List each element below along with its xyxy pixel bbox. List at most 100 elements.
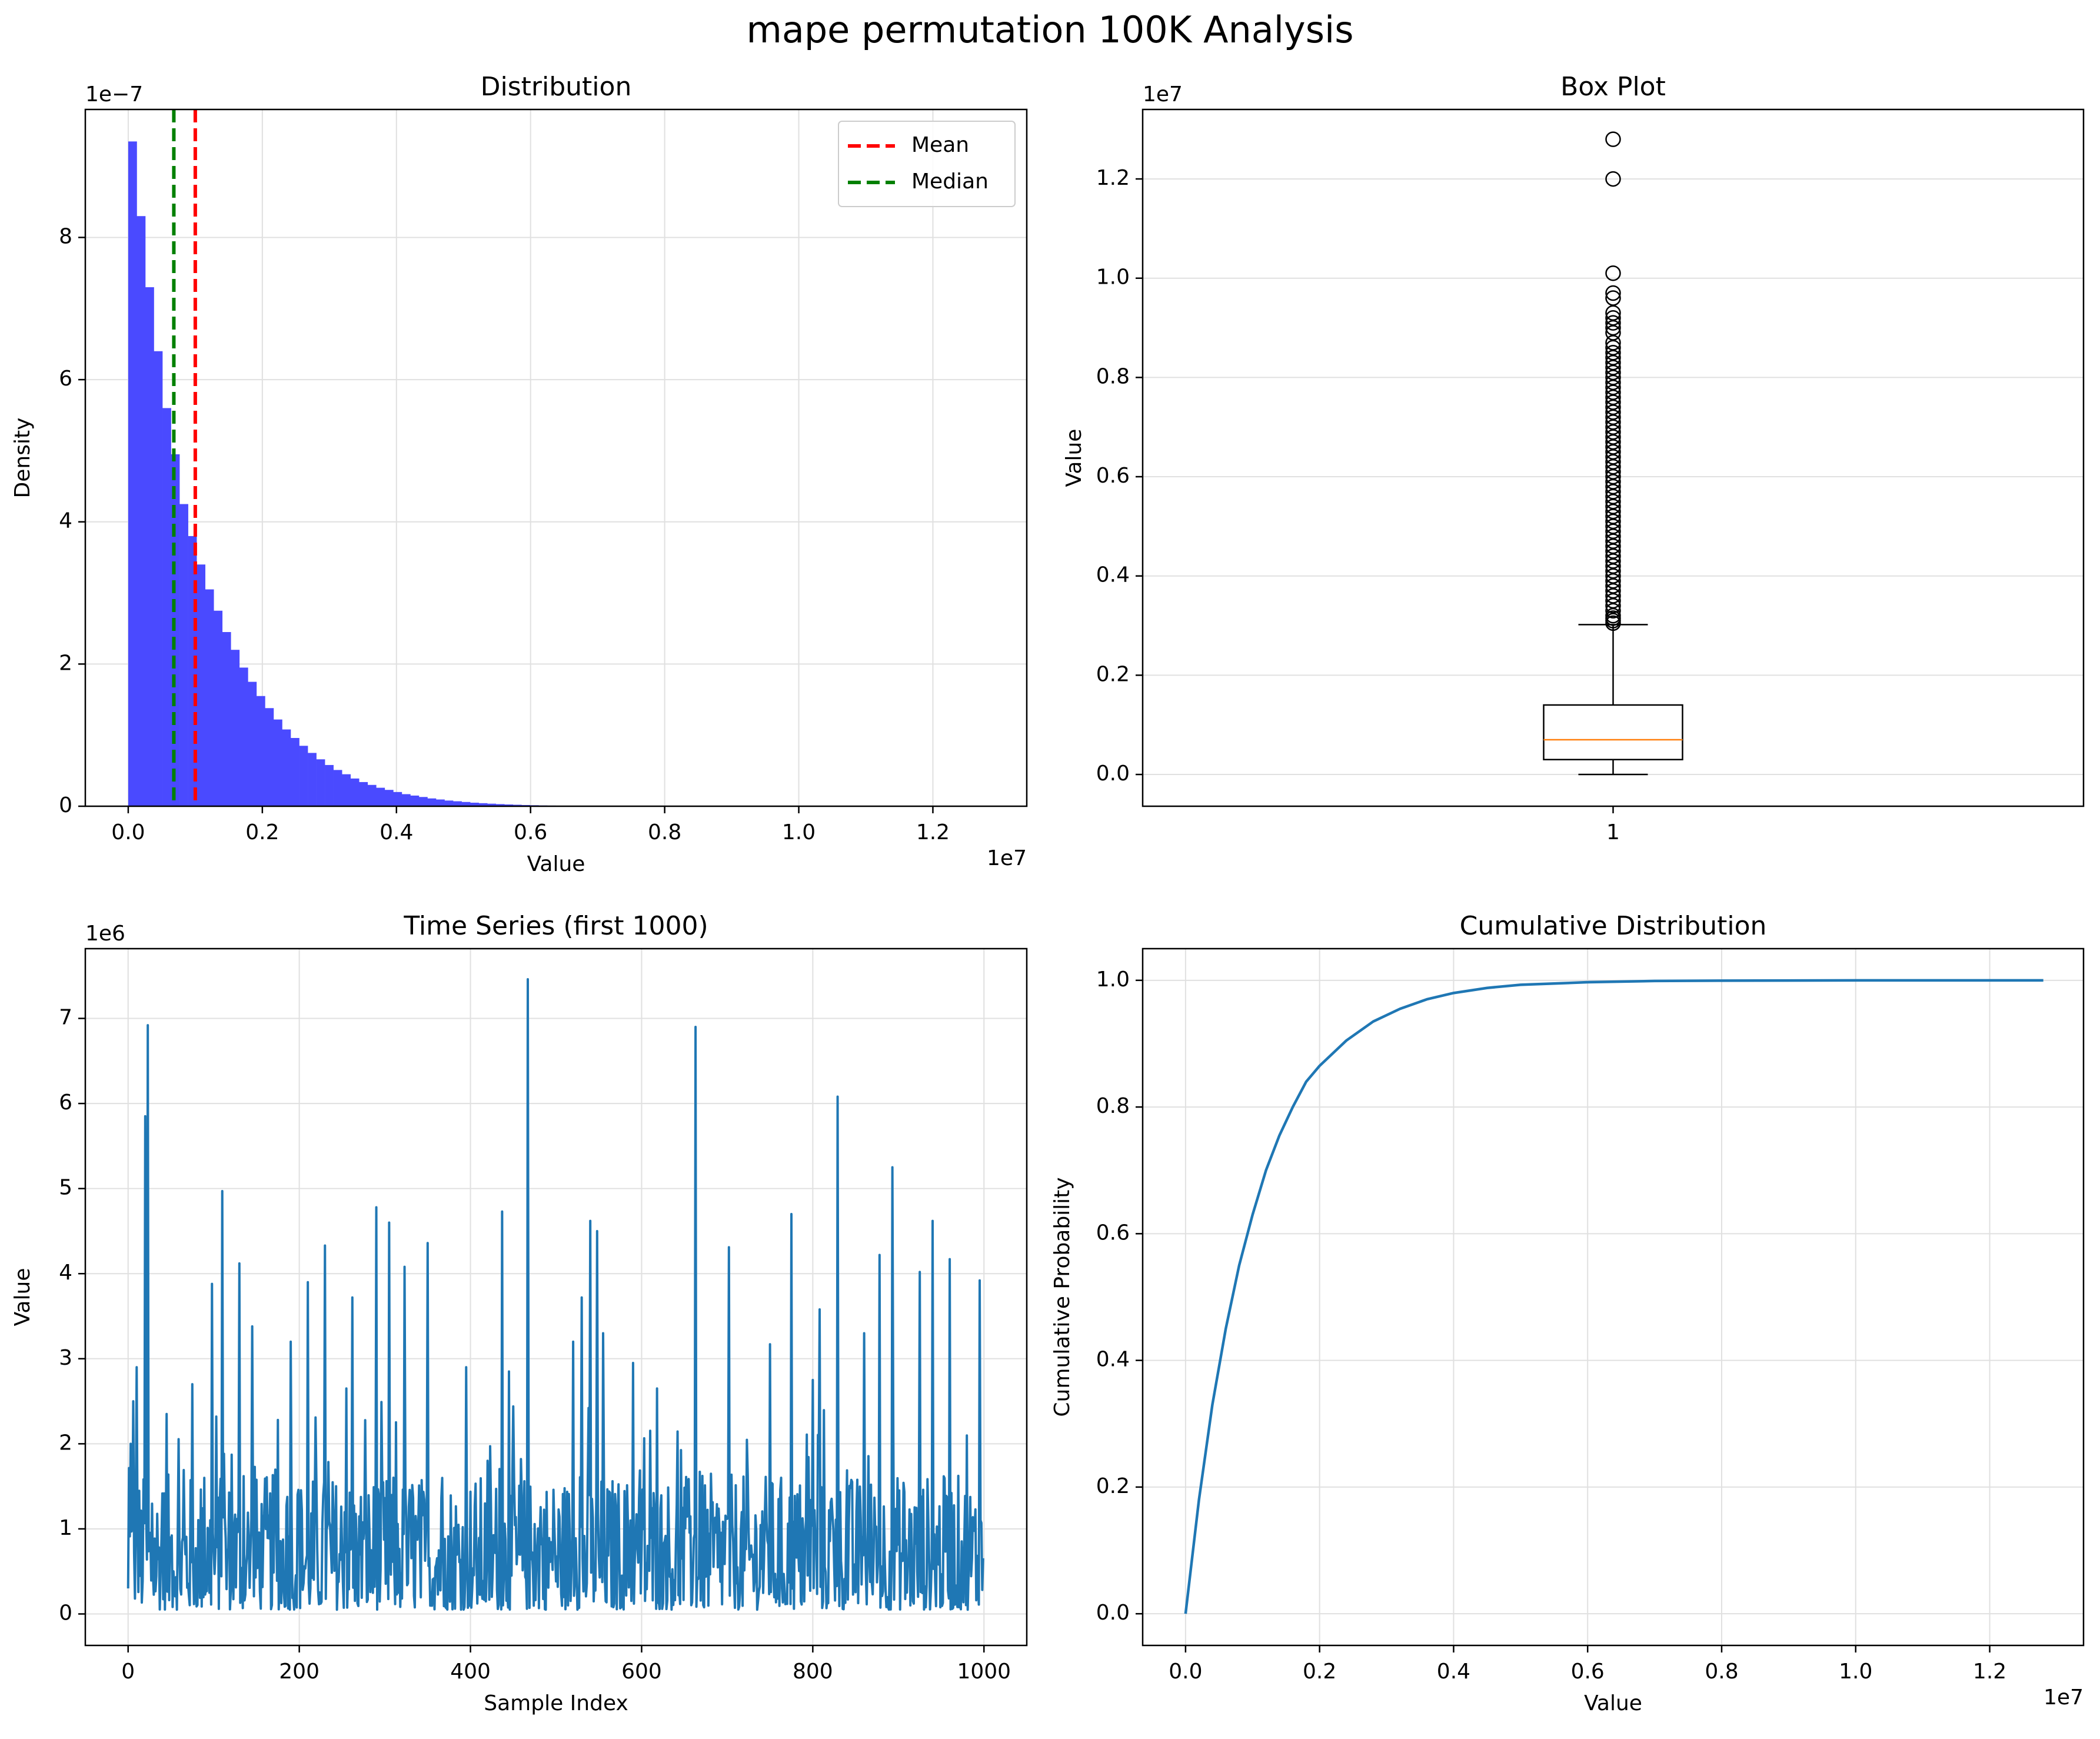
ts-title: Time Series (first 1000) bbox=[403, 911, 708, 941]
box-outlier-39 bbox=[1605, 429, 1621, 445]
box-outlier-33 bbox=[1605, 458, 1621, 475]
box-outlier-34 bbox=[1605, 454, 1621, 470]
cdf-curve bbox=[1184, 979, 2044, 1614]
box-outlier-8 bbox=[1605, 583, 1621, 599]
dist-xlabel: Value bbox=[527, 852, 585, 876]
cdf-x-offset-label: 1e7 bbox=[2044, 1685, 2084, 1710]
box-outlier-58 bbox=[1605, 335, 1621, 351]
dist-bar-2 bbox=[145, 287, 154, 807]
ts-ytick-label-7: 7 bbox=[59, 1006, 72, 1030]
dist-xtick-label-2: 0.4 bbox=[380, 820, 413, 844]
cdf-ytick-label-1: 0.2 bbox=[1096, 1474, 1130, 1498]
box-outlier-59 bbox=[1605, 325, 1621, 341]
dist-bar-31 bbox=[393, 792, 402, 806]
box-outlier-48 bbox=[1605, 384, 1621, 400]
box-ytick-label-6: 1.2 bbox=[1096, 166, 1130, 190]
dist-y-offset-label: 1e−7 bbox=[85, 82, 143, 107]
dist-bar-40 bbox=[470, 802, 479, 806]
dist-bar-17 bbox=[273, 719, 282, 806]
dist-axes-frame bbox=[84, 108, 1028, 807]
box-title: Box Plot bbox=[1560, 72, 1666, 102]
cdf-title: Cumulative Distribution bbox=[1460, 911, 1767, 941]
box-outlier-19 bbox=[1605, 528, 1621, 544]
box-outlier-50 bbox=[1605, 374, 1621, 391]
box-outlier-45 bbox=[1605, 399, 1621, 415]
ts-xtick-label-4: 800 bbox=[793, 1660, 833, 1684]
dist-bar-24 bbox=[333, 770, 342, 806]
dist-xtick-label-5: 1.0 bbox=[782, 820, 816, 844]
dist-bar-11 bbox=[222, 632, 231, 806]
cdf-xtick-label-4: 0.8 bbox=[1705, 1660, 1738, 1684]
dist-bar-32 bbox=[401, 794, 411, 806]
dist-legend-label-1: Median bbox=[911, 169, 989, 194]
dist-bar-4 bbox=[162, 408, 171, 806]
dist-x-offset-label: 1e7 bbox=[987, 846, 1027, 870]
box-outlier-4 bbox=[1605, 603, 1621, 619]
dist-legend-box bbox=[838, 121, 1016, 207]
box-outlier-37 bbox=[1605, 439, 1621, 455]
box-y-offset-label: 1e7 bbox=[1143, 82, 1183, 107]
dist-bar-18 bbox=[282, 729, 291, 806]
box-outlier-30 bbox=[1605, 474, 1621, 490]
dist-bar-28 bbox=[367, 784, 377, 806]
cdf-ytick-label-3: 0.6 bbox=[1096, 1221, 1130, 1245]
box-outlier-7 bbox=[1605, 588, 1621, 604]
box-iqr-rect bbox=[1543, 704, 1683, 760]
box-outlier-14 bbox=[1605, 553, 1621, 569]
box-outlier-67 bbox=[1605, 171, 1621, 187]
box-outlier-52 bbox=[1605, 364, 1621, 381]
dist-bar-34 bbox=[418, 797, 428, 806]
dist-bar-9 bbox=[205, 589, 214, 806]
box-outlier-12 bbox=[1605, 563, 1621, 579]
dist-bar-7 bbox=[188, 536, 197, 806]
box-outlier-46 bbox=[1605, 394, 1621, 410]
dist-xtick-label-0: 0.0 bbox=[111, 820, 145, 844]
box-outlier-51 bbox=[1605, 370, 1621, 385]
dist-xtick-label-4: 0.8 bbox=[648, 820, 681, 844]
box-outlier-43 bbox=[1605, 409, 1621, 425]
box-outlier-65 bbox=[1605, 285, 1621, 301]
box-outlier-26 bbox=[1605, 493, 1621, 510]
dist-bar-6 bbox=[179, 504, 188, 806]
box-outlier-40 bbox=[1605, 424, 1621, 440]
box-outlier-38 bbox=[1605, 434, 1621, 450]
dist-bar-38 bbox=[453, 801, 462, 806]
box-outlier-55 bbox=[1605, 350, 1621, 365]
box-outlier-66 bbox=[1605, 265, 1621, 281]
box-outlier-49 bbox=[1605, 380, 1621, 395]
dist-ylabel: Density bbox=[11, 418, 35, 498]
ts-ytick-label-2: 2 bbox=[59, 1431, 72, 1455]
box-outlier-16 bbox=[1605, 543, 1621, 559]
box-outlier-56 bbox=[1605, 344, 1621, 361]
ts-xtick-label-2: 400 bbox=[450, 1660, 491, 1684]
ts-ytick-label-1: 1 bbox=[59, 1516, 72, 1540]
box-outlier-6 bbox=[1605, 593, 1621, 609]
cdf-axes-frame bbox=[1141, 947, 2085, 1647]
cdf-ytick-label-4: 0.8 bbox=[1096, 1094, 1130, 1118]
box-outlier-18 bbox=[1605, 533, 1621, 549]
dist-bar-35 bbox=[427, 798, 437, 806]
ts-ylabel: Value bbox=[11, 1268, 35, 1326]
ts-ytick-label-0: 0 bbox=[59, 1601, 72, 1625]
box-outlier-47 bbox=[1605, 389, 1621, 405]
dist-bar-42 bbox=[487, 803, 497, 806]
box-outlier-22 bbox=[1605, 513, 1621, 530]
ts-series-line bbox=[127, 978, 984, 1611]
dist-ytick-label-2: 4 bbox=[59, 509, 72, 533]
box-outlier-5 bbox=[1605, 598, 1621, 614]
ts-axes-frame bbox=[84, 947, 1028, 1647]
box-ytick-label-1: 0.2 bbox=[1096, 662, 1130, 686]
dist-bar-26 bbox=[350, 778, 360, 806]
cdf-xtick-label-1: 0.2 bbox=[1303, 1660, 1336, 1684]
box-outlier-63 bbox=[1605, 305, 1621, 321]
ts-ytick-label-3: 3 bbox=[59, 1346, 72, 1370]
dist-bar-29 bbox=[376, 787, 385, 806]
box-xtick-label-0: 1 bbox=[1606, 820, 1620, 844]
ts-xtick-label-1: 200 bbox=[279, 1660, 320, 1684]
box-outlier-23 bbox=[1605, 508, 1621, 524]
dist-bar-43 bbox=[495, 804, 505, 806]
cdf-ylabel: Cumulative Probability bbox=[1050, 1177, 1074, 1417]
ts-ytick-label-5: 5 bbox=[59, 1176, 72, 1200]
